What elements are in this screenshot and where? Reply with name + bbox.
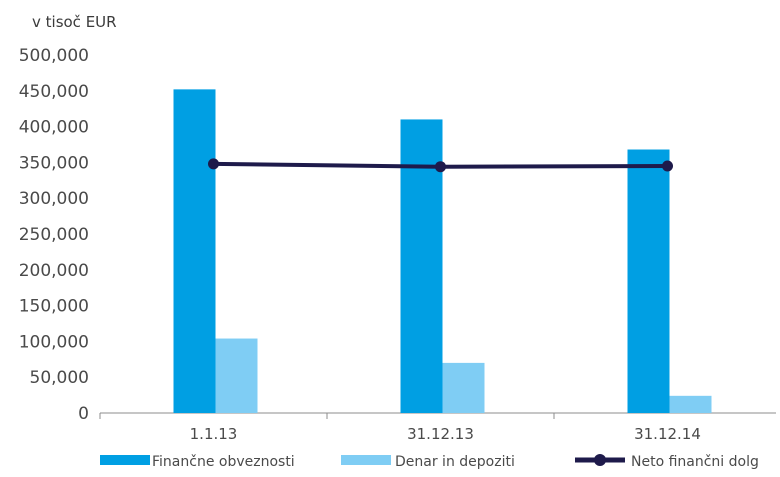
bar bbox=[442, 362, 485, 413]
x-tick-label: 31.12.13 bbox=[407, 425, 474, 443]
legend-swatch-marker bbox=[594, 454, 606, 466]
y-tick-label: 100,000 bbox=[19, 332, 89, 352]
y-tick-label: 0 bbox=[78, 404, 89, 424]
y-tick-label: 500,000 bbox=[19, 46, 89, 66]
legend-label: Denar in depoziti bbox=[395, 454, 515, 470]
y-tick-label: 450,000 bbox=[19, 82, 89, 102]
line-point bbox=[208, 158, 219, 170]
y-tick-label: 150,000 bbox=[19, 297, 89, 317]
bar-series-group bbox=[173, 89, 712, 414]
unit-label: v tisoč EUR bbox=[32, 13, 117, 31]
line-point bbox=[662, 160, 673, 172]
x-tick-label: 1.1.13 bbox=[190, 425, 238, 443]
y-tick-label: 50,000 bbox=[30, 368, 89, 388]
y-axis: 0 50,000 100,000 150,000 200,000 250,000 300,0… bbox=[19, 46, 89, 424]
y-tick-label: 400,000 bbox=[19, 118, 89, 138]
y-tick-label: 300,000 bbox=[19, 189, 89, 209]
line-point bbox=[435, 161, 446, 173]
y-tick-label: 200,000 bbox=[19, 261, 89, 281]
bar bbox=[627, 149, 670, 413]
line-series-group bbox=[208, 158, 673, 173]
legend: Finančne obveznosti Denar in depoziti Neto… bbox=[100, 454, 759, 470]
legend-label: Finančne obveznosti bbox=[152, 454, 295, 470]
bar bbox=[215, 338, 258, 413]
legend-swatch bbox=[100, 455, 150, 465]
x-axis: 1.1.13 31.12.13 31.12.14 bbox=[99, 412, 776, 443]
x-tick-label: 31.12.14 bbox=[634, 425, 701, 443]
legend-swatch bbox=[341, 455, 391, 465]
bar bbox=[669, 395, 712, 413]
y-tick-label: 350,000 bbox=[19, 153, 89, 173]
y-tick-label: 250,000 bbox=[19, 225, 89, 245]
bar bbox=[173, 89, 216, 414]
legend-label: Neto finančni dolg bbox=[631, 454, 759, 470]
